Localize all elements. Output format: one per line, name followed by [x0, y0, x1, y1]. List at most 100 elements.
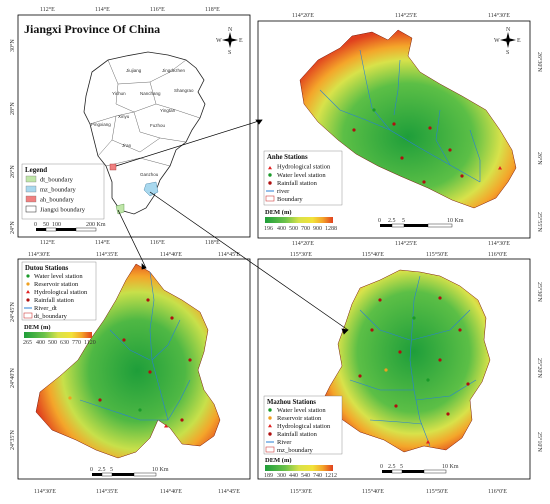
scale-label: 200 Km [86, 222, 106, 228]
city-label: Nanchang [140, 91, 161, 96]
main-top-tick-3: 116°E [150, 6, 165, 13]
anhe-dem-label: DEM (m) [265, 209, 292, 216]
dutou-rivers [79, 271, 191, 421]
dem-tick: 770 [72, 340, 81, 346]
compass-e: E [239, 38, 243, 44]
city-label: Pingxiang [91, 122, 111, 127]
city-label: Yingtan [160, 108, 176, 113]
compass-e: E [517, 38, 521, 44]
water-level-station-icon [268, 173, 272, 177]
anhe-basin-dem [299, 29, 517, 209]
legend-label: dt_boundary [40, 177, 74, 184]
city-label: Xinyu [118, 114, 130, 119]
boundary-icon [23, 312, 33, 319]
dem-tick: 630 [60, 340, 69, 346]
scale-label: 10 Km [152, 467, 169, 473]
main-scale-bar: 0 50 100 200 Km [34, 222, 106, 232]
dem-tick: 1120 [84, 340, 96, 346]
legend-swatch [25, 195, 37, 203]
scale-label: 2.5 [98, 467, 106, 473]
dutou-bottom-tick: 114°30'E [34, 488, 56, 495]
anhe-scale-bar: 0 2.5 5 10 Km [378, 218, 464, 228]
dem-tick: 500 [289, 226, 298, 232]
anhe-bottom-tick: 114°30'E [488, 240, 510, 247]
connector-arrows [115, 119, 349, 335]
main-left-tick-3: 26°N [9, 165, 16, 178]
rainfall-station-icon [268, 432, 272, 436]
scale-label: 2.5 [388, 218, 396, 224]
dem-tick: 440 [289, 473, 298, 479]
dem-tick: 1288 [325, 226, 337, 232]
boundary-icon [265, 446, 275, 453]
rainfall-station-icon [26, 298, 30, 302]
anhe-rivers [319, 49, 481, 183]
mazhou-bottom-tick: 115°40'E [362, 488, 384, 495]
mazhou-legend-label: Hydrological station [277, 423, 331, 430]
mazhou-panel: 115°30'E 115°40'E 115°50'E 116°0'E 115°3… [257, 251, 543, 495]
main-legend: Legend dt_boundary mz_boundary ah_bounda… [21, 163, 105, 220]
scale-label: 10 Km [442, 464, 459, 470]
main-left-tick-2: 28°N [9, 102, 16, 115]
mazhou-top-tick: 115°40'E [362, 251, 384, 258]
dem-tick: 900 [313, 226, 322, 232]
anhe-legend-label: Hydrological station [277, 164, 331, 171]
anhe-legend: Anhe Stations Hydrological station Water… [263, 150, 343, 206]
water-level-station-icon [26, 274, 30, 278]
dutou-stations-title: Dutou Stations [25, 265, 69, 272]
scale-label: 10 Km [447, 218, 464, 224]
scale-label: 100 [52, 222, 61, 228]
mazhou-stations-title: Mazhou Stations [267, 399, 316, 406]
compass-icon: N S E W [216, 27, 243, 56]
main-bottom-tick-4: 118°E [205, 239, 220, 246]
compass-s: S [506, 50, 509, 56]
city-label: Ganzhou [140, 172, 159, 177]
mazhou-legend-label: Rainfall station [277, 431, 318, 438]
mazhou-right-tick: 25°20'N [536, 358, 543, 378]
city-label: Jingdezhen [162, 68, 186, 73]
main-bottom-tick-2: 114°E [95, 239, 110, 246]
dutou-bottom-tick: 114°45'E [218, 488, 240, 495]
dutou-stations [68, 298, 192, 428]
dem-tick: 196 [264, 226, 273, 232]
anhe-legend-label: river [277, 188, 290, 195]
mazhou-scale-bar: 0 2.5 5 10 Km [380, 464, 459, 474]
legend-swatch [25, 175, 37, 183]
mazhou-dem-ticks: 189 300 440 540 740 1212 [264, 473, 337, 479]
anhe-panel: 114°20'E 114°25'E 114°30'E 114°20'E 114°… [257, 12, 543, 247]
compass-w: W [494, 38, 500, 44]
anhe-right-tick: 26°30'N [536, 52, 543, 72]
dutou-panel: 114°30'E 114°35'E 114°40'E 114°45'E 114°… [9, 251, 251, 495]
scale-label: 5 [400, 464, 403, 470]
compass-n: N [506, 27, 511, 33]
dutou-bottom-tick: 114°35'E [96, 488, 118, 495]
mazhou-top-tick: 115°50'E [426, 251, 448, 258]
city-label: Jiujiang [126, 68, 142, 73]
mazhou-basin-dem [319, 269, 491, 453]
mazhou-basin-marker [143, 181, 159, 197]
hydrological-station-icon [268, 166, 272, 170]
anhe-dem-ticks: 196 400 500 700 900 1288 [264, 226, 337, 232]
anhe-top-tick: 114°25'E [395, 12, 417, 19]
compass-n: N [228, 27, 233, 33]
dutou-left-tick: 24°35'N [9, 430, 16, 450]
legend-title: Legend [25, 166, 47, 174]
legend-swatch [25, 205, 37, 213]
water-level-station-icon [268, 408, 272, 412]
mazhou-legend-label: Reservoir station [277, 415, 322, 422]
main-map-panel: Jiangxi Province Of China 112°E 114°E 11… [9, 6, 251, 246]
compass-icon: N S E W [494, 27, 521, 56]
main-left-tick-4: 24°N [9, 221, 16, 234]
main-left-tick-1: 30°N [9, 39, 16, 52]
dem-tick: 300 [277, 473, 286, 479]
city-label: Shangrao [174, 88, 194, 93]
legend-swatch [25, 185, 37, 193]
city-label: Fuzhou [150, 123, 166, 128]
main-top-tick-1: 112°E [40, 6, 55, 13]
dutou-basin-marker [115, 203, 125, 215]
legend-label: Jiangxi boundary [40, 207, 86, 214]
dutou-left-tick: 24°40'N [9, 368, 16, 388]
mazhou-dem-colorbar [265, 465, 333, 471]
city-divisions [89, 59, 201, 167]
anhe-basin-marker [109, 163, 117, 171]
